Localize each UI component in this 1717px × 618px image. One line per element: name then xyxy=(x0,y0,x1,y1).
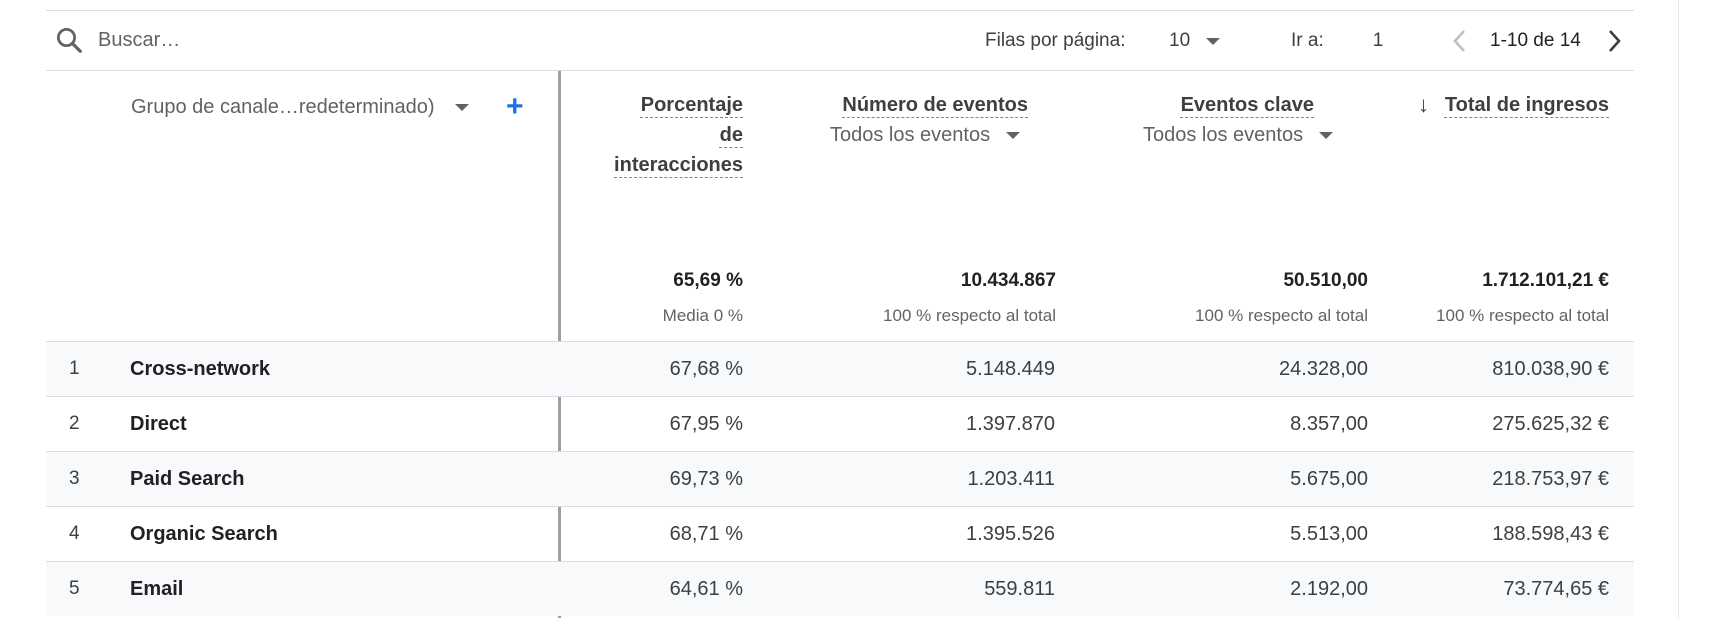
rows-per-page-label: Filas por página: xyxy=(985,30,1126,51)
table-body: 1 Cross-network 67,68 % 5.148.449 24.328… xyxy=(46,341,1634,616)
goto-page-input[interactable]: 1 xyxy=(1372,30,1384,51)
header-event-count[interactable]: Número de eventos xyxy=(768,90,1028,120)
goto-label: Ir a: xyxy=(1291,30,1324,51)
dimension-label: Grupo de canale…redeterminado) xyxy=(131,95,435,118)
cell-total-revenue: 810.038,90 € xyxy=(1492,358,1609,380)
header-line: de xyxy=(719,124,743,146)
row-index: 5 xyxy=(69,578,80,599)
cell-total-revenue: 218.753,97 € xyxy=(1492,468,1609,490)
channel-name: Paid Search xyxy=(130,468,245,490)
search-input[interactable] xyxy=(96,27,400,53)
table-row[interactable]: 3 Paid Search 69,73 % 1.203.411 5.675,00… xyxy=(46,451,1634,506)
key-event-filter-select[interactable]: Todos los eventos xyxy=(1143,124,1334,147)
rows-per-page-select[interactable]: 10 xyxy=(1169,25,1221,57)
header-line: Número de eventos xyxy=(842,94,1028,116)
cell-engagement-rate: 68,71 % xyxy=(669,523,743,545)
cell-event-count: 1.395.526 xyxy=(966,523,1055,545)
cell-engagement-rate: 64,61 % xyxy=(669,578,743,600)
cell-total-revenue: 73.774,65 € xyxy=(1503,578,1609,600)
row-index: 1 xyxy=(69,358,80,379)
cell-total-revenue: 275.625,32 € xyxy=(1492,413,1609,435)
cell-key-events: 5.513,00 xyxy=(1290,523,1368,545)
channel-name: Email xyxy=(130,578,184,600)
rows-per-page-value: 10 xyxy=(1169,30,1191,51)
chevron-right-icon xyxy=(1609,30,1621,52)
table-row[interactable]: 5 Email 64,61 % 559.811 2.192,00 73.774,… xyxy=(46,561,1634,616)
header-line: Total de ingresos xyxy=(1444,94,1609,116)
table-row[interactable]: 1 Cross-network 67,68 % 5.148.449 24.328… xyxy=(46,341,1634,396)
next-page-button[interactable] xyxy=(1604,25,1626,57)
total-value: 1.712.101,21 € xyxy=(1482,270,1609,291)
channel-name: Direct xyxy=(130,413,187,435)
page-range: 1-10 de 14 xyxy=(1490,30,1581,51)
caret-down-icon xyxy=(1319,132,1334,139)
header-total-revenue[interactable]: Total de ingresos xyxy=(1389,90,1609,120)
total-subtext: Media 0 % xyxy=(662,306,743,325)
channel-name: Cross-network xyxy=(130,358,271,380)
table-row[interactable]: 2 Direct 67,95 % 1.397.870 8.357,00 275.… xyxy=(46,396,1634,451)
table-top-divider xyxy=(46,70,1634,71)
dimension-selector[interactable]: Grupo de canale…redeterminado) xyxy=(131,92,469,122)
header-key-events[interactable]: Eventos clave xyxy=(1054,90,1314,120)
total-subtext: 100 % respecto al total xyxy=(1436,306,1609,325)
total-value: 65,69 % xyxy=(673,270,743,291)
event-filter-value: Todos los eventos xyxy=(830,124,991,146)
top-divider xyxy=(46,10,1634,11)
total-subtext: 100 % respecto al total xyxy=(883,306,1056,325)
caret-down-icon xyxy=(1006,132,1021,139)
cell-key-events: 8.357,00 xyxy=(1290,413,1368,435)
row-index: 4 xyxy=(69,523,80,544)
caret-down-icon xyxy=(1206,37,1221,45)
table-row[interactable]: 4 Organic Search 68,71 % 1.395.526 5.513… xyxy=(46,506,1634,561)
row-index: 3 xyxy=(69,468,80,489)
channel-name: Organic Search xyxy=(130,523,278,545)
cell-key-events: 2.192,00 xyxy=(1290,578,1368,600)
cell-event-count: 559.811 xyxy=(984,578,1055,600)
header-line: Porcentaje xyxy=(640,94,743,116)
cell-event-count: 1.203.411 xyxy=(967,468,1056,490)
plus-icon[interactable]: + xyxy=(506,90,524,123)
total-value: 50.510,00 xyxy=(1283,270,1368,291)
caret-down-icon xyxy=(454,103,469,111)
cell-engagement-rate: 69,73 % xyxy=(669,468,743,490)
cell-event-count: 1.397.870 xyxy=(966,413,1055,435)
cell-engagement-rate: 67,68 % xyxy=(669,358,743,380)
header-line: interacciones xyxy=(614,154,743,176)
prev-page-button[interactable] xyxy=(1449,25,1471,57)
event-filter-select[interactable]: Todos los eventos xyxy=(830,124,1021,147)
header-line: Eventos clave xyxy=(1180,94,1314,116)
arrow-down-icon: ↓ xyxy=(1418,92,1429,117)
cell-key-events: 5.675,00 xyxy=(1290,468,1368,490)
total-value: 10.434.867 xyxy=(960,270,1056,291)
cell-key-events: 24.328,00 xyxy=(1279,358,1368,380)
search-icon xyxy=(57,28,82,53)
row-index: 2 xyxy=(69,413,80,434)
cell-engagement-rate: 67,95 % xyxy=(669,413,743,435)
chevron-left-icon xyxy=(1453,30,1465,52)
key-event-filter-value: Todos los eventos xyxy=(1143,124,1304,146)
header-engagement-rate[interactable]: Porcentaje de interacciones xyxy=(583,90,743,180)
total-subtext: 100 % respecto al total xyxy=(1195,306,1368,325)
search-bar xyxy=(54,24,400,56)
right-scroll-panel xyxy=(1678,0,1717,618)
cell-total-revenue: 188.598,43 € xyxy=(1492,523,1609,545)
cell-event-count: 5.148.449 xyxy=(966,358,1055,380)
